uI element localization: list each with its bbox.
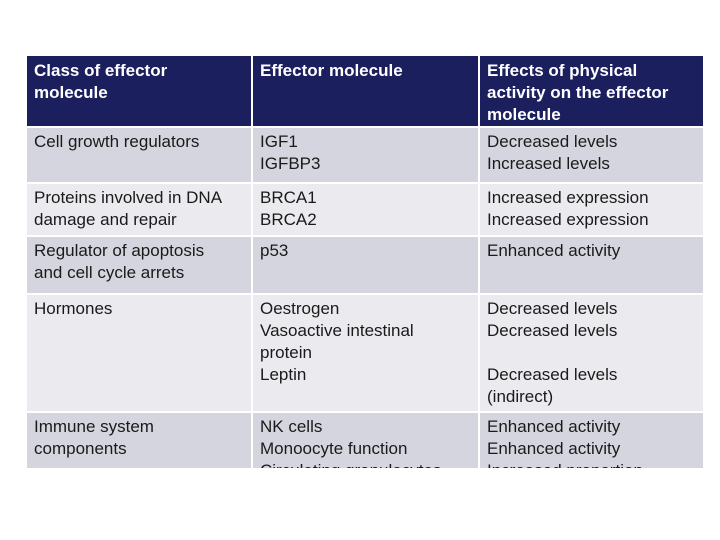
cell-line: Cell growth regulators [34, 132, 200, 151]
cell-line: Leptin [260, 365, 307, 384]
cell-class: Hormones [25, 293, 253, 413]
cell-effect: Enhanced activity Enhanced activity Incr… [478, 411, 703, 468]
cell-line: BRCA2 [260, 210, 317, 229]
header-molecule: Effector molecule [251, 54, 480, 128]
cell-line: Increased expression [487, 188, 649, 207]
cell-line: (indirect) [487, 387, 554, 406]
effector-molecule-table: Class of effector molecule Effector mole… [25, 54, 703, 468]
cell-molecule: IGF1 IGFBP3 [251, 126, 480, 184]
cell-line: Enhanced activity [487, 241, 621, 260]
cell-line: Increased proportion [487, 460, 696, 468]
cell-line: Proteins involved in DNA [34, 188, 223, 207]
cell-molecule: NK cells Monoocyte function Circulating … [251, 411, 480, 468]
table-row: Regulator of apoptosis and cell cycle ar… [25, 235, 703, 295]
cell-line: IGF1 [260, 132, 298, 151]
effector-table-container: Class of effector molecule Effector mole… [25, 54, 703, 468]
cell-line: BRCA1 [260, 188, 317, 207]
cell-line: components [34, 439, 127, 458]
cell-line: protein [260, 343, 312, 362]
header-effects: Effects of physical activity on the effe… [478, 54, 703, 128]
cell-line: Oestrogen [260, 299, 340, 318]
cell-line: Regulator of apoptosis [34, 241, 205, 260]
cell-class: Regulator of apoptosis and cell cycle ar… [25, 235, 253, 295]
cell-effect: Decreased levels Increased levels [478, 126, 703, 184]
cell-molecule: Oestrogen Vasoactive intestinal protein … [251, 293, 480, 413]
cell-line: Immune system [34, 417, 154, 436]
cell-spacer [487, 342, 696, 364]
cell-line: Enhanced activity [487, 439, 621, 458]
cell-molecule: p53 [251, 235, 480, 295]
cell-line: Decreased levels [487, 132, 618, 151]
cell-effect: Enhanced activity [478, 235, 703, 295]
cell-line: Decreased levels [487, 299, 618, 318]
cell-effect: Decreased levels Decreased levels Decrea… [478, 293, 703, 413]
table-row: Cell growth regulators IGF1 IGFBP3 Decre… [25, 126, 703, 184]
cell-effect: Increased expression Increased expressio… [478, 182, 703, 237]
cell-line: and cell cycle arrets [34, 263, 185, 282]
cell-line: Decreased levels [487, 321, 618, 340]
table-row: Hormones Oestrogen Vasoactive intestinal… [25, 293, 703, 413]
cell-line: Increased expression [487, 210, 649, 229]
cell-line: Decreased levels [487, 365, 618, 384]
cell-class: Immune system components [25, 411, 253, 468]
table-row: Proteins involved in DNA damage and repa… [25, 182, 703, 237]
cell-line: damage and repair [34, 210, 177, 229]
cell-line: Monoocyte function [260, 439, 408, 458]
cell-line: Enhanced activity [487, 417, 621, 436]
cell-line: Circulating granulocytes [260, 460, 471, 468]
cell-class: Cell growth regulators [25, 126, 253, 184]
cell-molecule: BRCA1 BRCA2 [251, 182, 480, 237]
table-header-row: Class of effector molecule Effector mole… [25, 54, 703, 128]
header-class: Class of effector molecule [25, 54, 253, 128]
table-row: Immune system components NK cells Monooc… [25, 411, 703, 468]
cell-line: IGFBP3 [260, 154, 321, 173]
cell-line: Hormones [34, 299, 113, 318]
cell-line: Increased levels [487, 154, 610, 173]
cell-line: NK cells [260, 417, 323, 436]
cell-line: Vasoactive intestinal [260, 321, 414, 340]
cell-class: Proteins involved in DNA damage and repa… [25, 182, 253, 237]
cell-line: p53 [260, 241, 289, 260]
